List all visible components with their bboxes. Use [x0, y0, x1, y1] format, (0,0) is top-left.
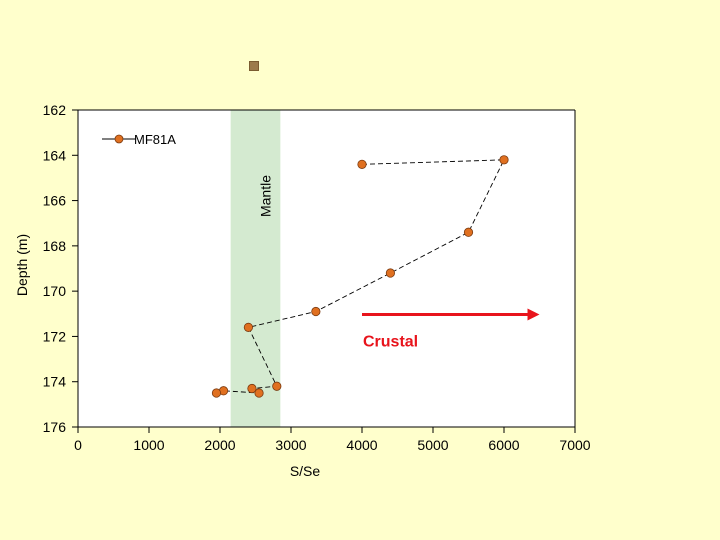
crustal-arrow-head	[527, 308, 540, 321]
y-tick-label: 162	[43, 102, 67, 118]
y-tick-label: 166	[43, 193, 67, 209]
legend-marker-icon	[114, 134, 124, 144]
mantle-label: Mantle	[257, 175, 273, 217]
legend-label: MF81A	[134, 132, 176, 147]
data-point	[243, 322, 253, 332]
data-point	[247, 383, 257, 394]
x-tick-label: 1000	[133, 437, 164, 453]
data-point	[272, 381, 282, 391]
legend-marker-square	[249, 61, 259, 71]
x-tick-label: 0	[74, 437, 82, 453]
mantle-band	[230, 110, 281, 427]
data-point	[254, 388, 264, 398]
data-point	[499, 155, 509, 165]
y-tick-label: 172	[43, 328, 67, 344]
y-tick-label: 176	[43, 419, 67, 435]
x-tick-label: 5000	[417, 437, 448, 453]
y-axis-label: Depth (m)	[14, 234, 30, 296]
y-tick-label: 174	[43, 374, 67, 390]
crustal-label: Crustal	[363, 334, 418, 351]
data-point	[311, 306, 321, 317]
data-point	[211, 388, 222, 398]
y-tick-label: 168	[43, 238, 67, 254]
x-tick-label: 6000	[488, 437, 519, 453]
plot-area	[78, 110, 575, 427]
x-tick-label: 4000	[346, 437, 377, 453]
y-tick-label: 170	[43, 283, 67, 299]
x-axis-label: S/Se	[290, 463, 321, 479]
data-point	[463, 227, 474, 237]
data-point	[357, 159, 367, 169]
data-point	[385, 268, 395, 278]
x-tick-label: 7000	[559, 437, 590, 453]
y-tick-label: 164	[43, 147, 67, 163]
x-tick-label: 3000	[275, 437, 306, 453]
x-tick-label: 2000	[204, 437, 235, 453]
